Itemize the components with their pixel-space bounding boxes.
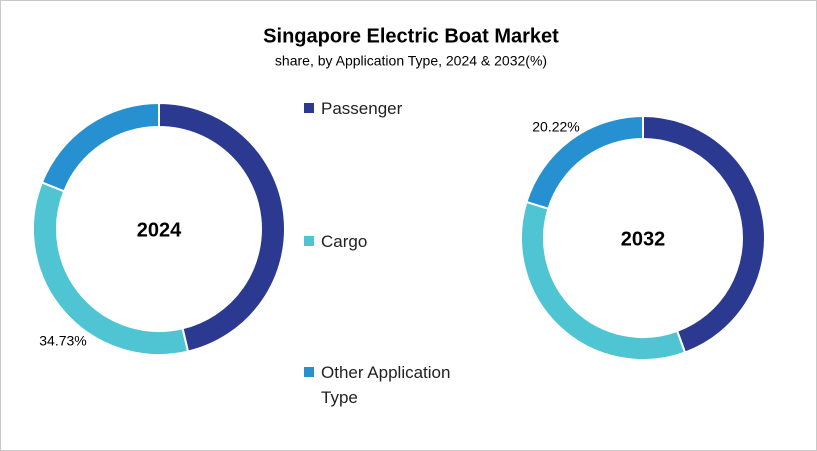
legend-item: Other Application Type [304,360,479,410]
center-label: 2032 [621,228,666,250]
chart-subtitle: share, by Application Type, 2024 & 2032(… [275,53,547,69]
legend-label: Passenger [321,99,403,118]
donut-segment [525,114,644,210]
donut-segment [32,181,190,356]
legend-item: Passenger [304,96,479,121]
data-label: 20.22% [532,119,579,135]
legend-swatch [304,236,314,246]
legend-swatch [304,367,314,377]
donut-segment [40,101,160,193]
legend-item: Cargo [304,229,479,254]
chart-title: Singapore Electric Boat Market [263,25,559,47]
legend-label: Other Application Type [321,363,451,407]
donut-segment [520,200,687,361]
legend-label: Cargo [321,232,368,251]
center-label: 2024 [137,219,182,241]
legend-swatch [304,103,314,113]
data-label: 34.73% [39,333,86,349]
